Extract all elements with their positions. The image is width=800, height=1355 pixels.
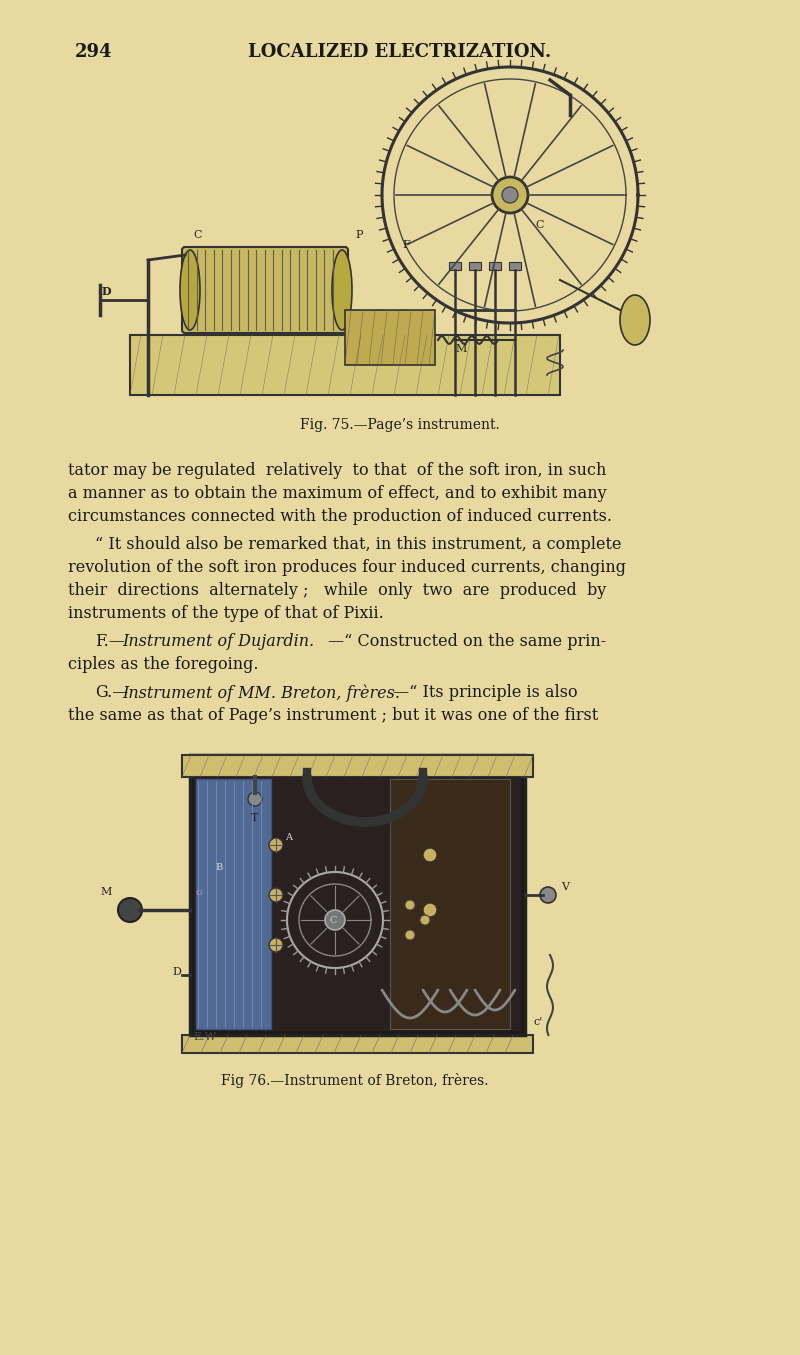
Text: Fig 76.—Instrument of Breton, frères.: Fig 76.—Instrument of Breton, frères. xyxy=(222,1073,489,1088)
Text: LOCALIZED ELECTRIZATION.: LOCALIZED ELECTRIZATION. xyxy=(248,43,552,61)
Text: Instrument of MM. Breton, frères.: Instrument of MM. Breton, frères. xyxy=(122,684,400,702)
Ellipse shape xyxy=(620,295,650,346)
Ellipse shape xyxy=(180,251,200,331)
Bar xyxy=(469,262,481,270)
Text: G: G xyxy=(196,889,202,897)
Circle shape xyxy=(118,898,142,921)
Bar xyxy=(182,755,533,776)
Circle shape xyxy=(492,178,528,213)
Text: circumstances connected with the production of induced currents.: circumstances connected with the product… xyxy=(68,508,612,524)
Text: Fig. 75.—Page’s instrument.: Fig. 75.—Page’s instrument. xyxy=(300,417,500,432)
Text: 294: 294 xyxy=(75,43,113,61)
Text: —“ Its principle is also: —“ Its principle is also xyxy=(393,684,578,701)
Text: instruments of the type of that of Pixii.: instruments of the type of that of Pixii… xyxy=(68,604,384,622)
Text: C: C xyxy=(535,220,543,230)
Circle shape xyxy=(420,915,430,925)
Text: A: A xyxy=(285,833,292,841)
Text: E.W: E.W xyxy=(193,1033,216,1042)
Ellipse shape xyxy=(332,251,352,331)
Circle shape xyxy=(269,938,283,953)
Circle shape xyxy=(269,837,283,852)
Circle shape xyxy=(405,900,415,911)
Text: the same as that of Page’s instrument ; but it was one of the first: the same as that of Page’s instrument ; … xyxy=(68,707,598,724)
Text: C: C xyxy=(330,916,338,925)
FancyBboxPatch shape xyxy=(182,247,348,333)
Text: F: F xyxy=(402,240,410,251)
Text: their  directions  alternately ;   while  only  two  are  produced  by: their directions alternately ; while onl… xyxy=(68,583,606,599)
Text: Instrument of Dujardin.: Instrument of Dujardin. xyxy=(122,633,314,650)
Text: “ It should also be remarked that, in this instrument, a complete: “ It should also be remarked that, in th… xyxy=(95,537,622,553)
Text: c': c' xyxy=(533,1018,542,1027)
Text: V: V xyxy=(561,882,569,892)
Bar xyxy=(390,779,510,1028)
Bar xyxy=(509,262,521,270)
Text: T: T xyxy=(251,813,258,822)
Bar xyxy=(190,755,525,1035)
Text: tator may be regulated  relatively  to that  of the soft iron, in such: tator may be regulated relatively to tha… xyxy=(68,462,606,480)
Text: G.—: G.— xyxy=(95,684,128,701)
Bar xyxy=(196,779,271,1028)
Text: B: B xyxy=(215,863,222,873)
Bar xyxy=(449,262,461,270)
Text: ciples as the foregoing.: ciples as the foregoing. xyxy=(68,656,258,673)
Text: M: M xyxy=(455,344,466,354)
Bar xyxy=(182,1035,533,1053)
Circle shape xyxy=(423,848,437,862)
Circle shape xyxy=(325,911,345,930)
Text: C: C xyxy=(193,230,202,240)
Circle shape xyxy=(540,888,556,902)
Bar xyxy=(345,310,435,364)
Text: revolution of the soft iron produces four induced currents, changing: revolution of the soft iron produces fou… xyxy=(68,560,626,576)
Text: P: P xyxy=(355,230,362,240)
Text: F.—: F.— xyxy=(95,633,125,650)
Circle shape xyxy=(502,187,518,203)
Text: D: D xyxy=(102,286,112,297)
Text: M: M xyxy=(100,888,111,897)
Circle shape xyxy=(269,888,283,902)
Circle shape xyxy=(248,793,262,806)
Text: —“ Constructed on the same prin-: —“ Constructed on the same prin- xyxy=(328,633,606,650)
Bar xyxy=(130,335,560,396)
Bar xyxy=(194,776,521,1031)
Circle shape xyxy=(405,930,415,940)
Text: D: D xyxy=(172,967,181,977)
Circle shape xyxy=(423,902,437,917)
Bar xyxy=(489,262,501,270)
Text: a manner as to obtain the maximum of effect, and to exhibit many: a manner as to obtain the maximum of eff… xyxy=(68,485,606,501)
